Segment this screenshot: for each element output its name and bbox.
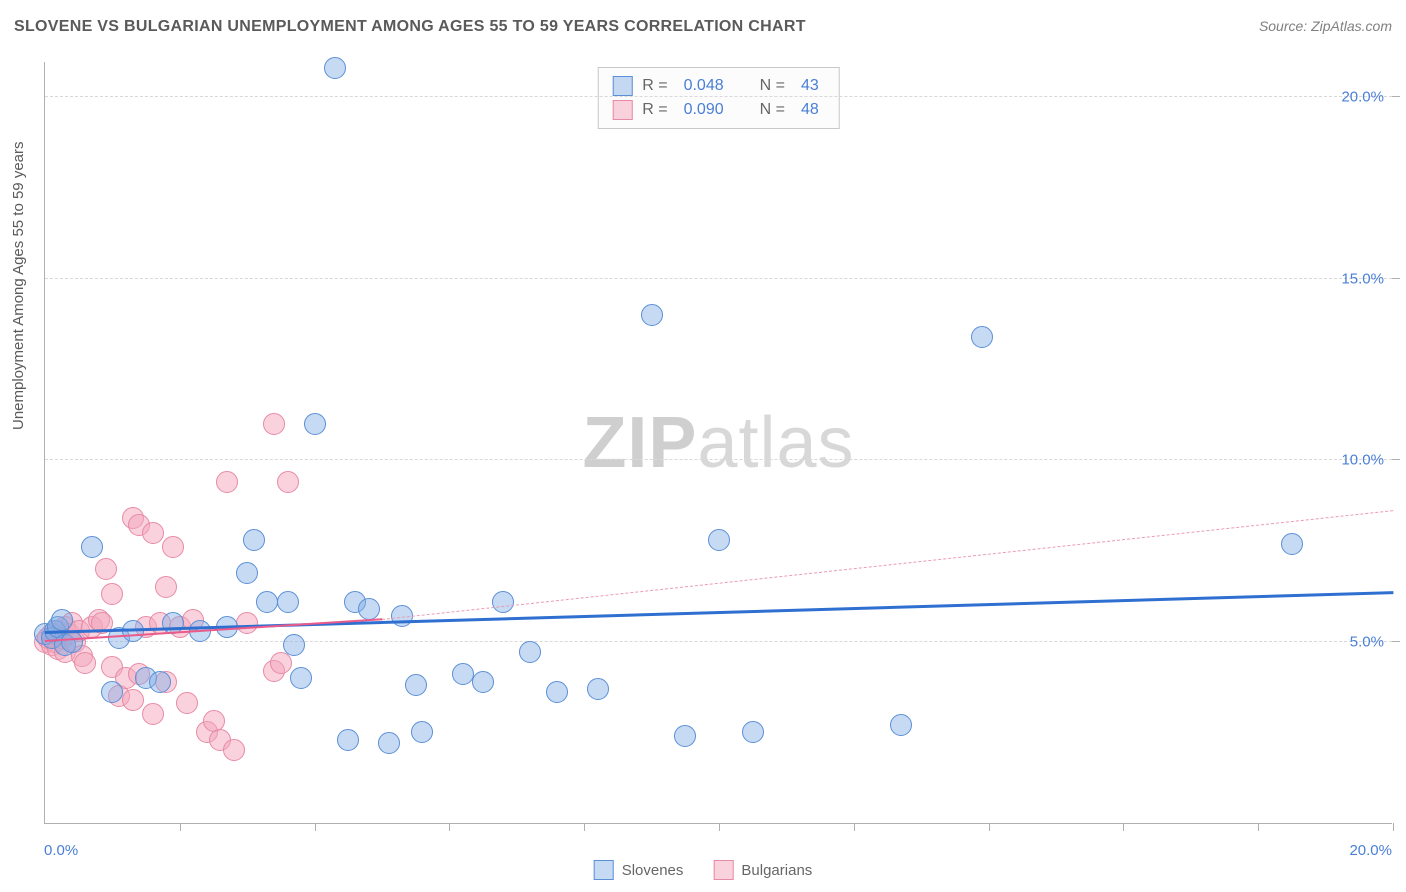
scatter-point [277, 471, 299, 493]
scatter-point [101, 681, 123, 703]
scatter-point [1281, 533, 1303, 555]
scatter-point [283, 634, 305, 656]
x-tick [1123, 823, 1124, 831]
scatter-point [971, 326, 993, 348]
legend-label: Slovenes [622, 862, 684, 879]
x-tick [1393, 823, 1394, 831]
r-value: 0.048 [684, 77, 724, 95]
x-tick [719, 823, 720, 831]
r-value: 0.090 [684, 101, 724, 119]
gridline [45, 459, 1392, 460]
scatter-point [142, 522, 164, 544]
correlation-legend: R = 0.048 N = 43 R = 0.090 N = 48 [597, 67, 840, 129]
chart-title: SLOVENE VS BULGARIAN UNEMPLOYMENT AMONG … [14, 18, 806, 36]
n-label: N = [760, 101, 785, 119]
legend-label: Bulgarians [741, 862, 812, 879]
legend-swatch [594, 860, 614, 880]
y-tick [1392, 96, 1400, 97]
trend-line [382, 510, 1393, 620]
x-axis-min-label: 0.0% [44, 842, 78, 859]
y-axis-title: Unemployment Among Ages 55 to 59 years [10, 141, 27, 430]
scatter-point [236, 612, 258, 634]
scatter-point [270, 652, 292, 674]
y-tick [1392, 459, 1400, 460]
scatter-point [546, 681, 568, 703]
gridline [45, 278, 1392, 279]
legend-item: Bulgarians [713, 860, 812, 880]
plot-area: ZIPatlas R = 0.048 N = 43 R = 0.090 N = 48 5.0%… [44, 62, 1392, 824]
scatter-point [236, 562, 258, 584]
watermark: ZIPatlas [582, 402, 854, 484]
scatter-point [81, 536, 103, 558]
legend-swatch [713, 860, 733, 880]
x-tick [584, 823, 585, 831]
scatter-point [452, 663, 474, 685]
scatter-point [74, 652, 96, 674]
scatter-point [304, 413, 326, 435]
scatter-point [890, 714, 912, 736]
r-label: R = [642, 77, 667, 95]
scatter-point [263, 413, 285, 435]
scatter-point [742, 721, 764, 743]
scatter-point [519, 641, 541, 663]
scatter-point [587, 678, 609, 700]
x-axis-max-label: 20.0% [1349, 842, 1392, 859]
scatter-point [223, 739, 245, 761]
scatter-point [61, 631, 83, 653]
scatter-point [708, 529, 730, 551]
legend-row: R = 0.048 N = 43 [612, 74, 825, 98]
x-tick [180, 823, 181, 831]
legend-item: Slovenes [594, 860, 684, 880]
scatter-point [324, 57, 346, 79]
scatter-point [290, 667, 312, 689]
scatter-point [101, 583, 123, 605]
x-tick [1258, 823, 1259, 831]
scatter-point [162, 536, 184, 558]
series-legend: Slovenes Bulgarians [594, 860, 813, 880]
scatter-point [358, 598, 380, 620]
gridline [45, 96, 1392, 97]
title-bar: SLOVENE VS BULGARIAN UNEMPLOYMENT AMONG … [14, 18, 1392, 36]
y-axis-tick-label: 5.0% [1350, 633, 1384, 650]
x-tick [449, 823, 450, 831]
scatter-point [155, 576, 177, 598]
y-axis-tick-label: 20.0% [1341, 89, 1384, 106]
x-tick [989, 823, 990, 831]
x-tick [854, 823, 855, 831]
y-axis-tick-label: 10.0% [1341, 452, 1384, 469]
y-tick [1392, 278, 1400, 279]
scatter-point [149, 671, 171, 693]
watermark-bold: ZIP [582, 403, 697, 483]
scatter-point [176, 692, 198, 714]
scatter-point [142, 703, 164, 725]
scatter-point [243, 529, 265, 551]
scatter-point [337, 729, 359, 751]
scatter-point [216, 471, 238, 493]
y-tick [1392, 641, 1400, 642]
legend-swatch [612, 100, 632, 120]
scatter-point [378, 732, 400, 754]
gridline [45, 641, 1392, 642]
scatter-point [472, 671, 494, 693]
n-label: N = [760, 77, 785, 95]
source-label: Source: ZipAtlas.com [1259, 18, 1392, 34]
r-label: R = [642, 101, 667, 119]
n-value: 43 [801, 77, 819, 95]
legend-row: R = 0.090 N = 48 [612, 98, 825, 122]
legend-swatch [612, 76, 632, 96]
watermark-light: atlas [697, 403, 854, 483]
scatter-point [641, 304, 663, 326]
scatter-point [674, 725, 696, 747]
scatter-point [51, 609, 73, 631]
scatter-point [122, 689, 144, 711]
y-axis-tick-label: 15.0% [1341, 270, 1384, 287]
scatter-point [405, 674, 427, 696]
scatter-point [95, 558, 117, 580]
x-tick [315, 823, 316, 831]
scatter-point [277, 591, 299, 613]
scatter-point [492, 591, 514, 613]
n-value: 48 [801, 101, 819, 119]
scatter-point [411, 721, 433, 743]
scatter-point [256, 591, 278, 613]
